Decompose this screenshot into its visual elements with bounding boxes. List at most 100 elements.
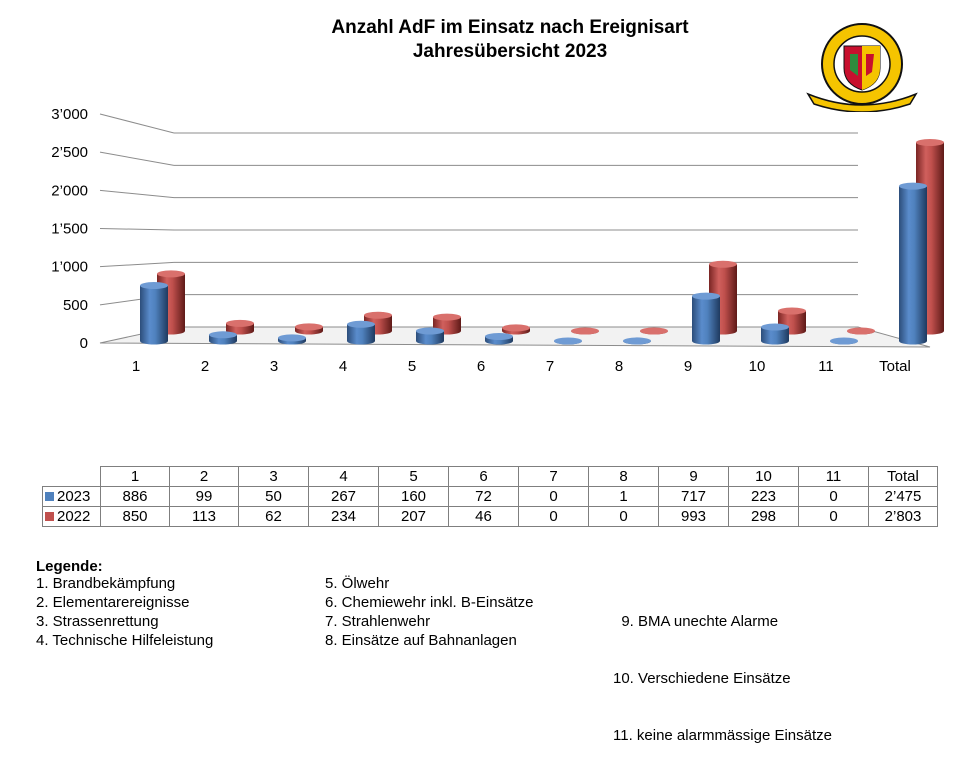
legend-item: 8. Einsätze auf Bahnanlagen	[325, 632, 517, 649]
bar-2023-10-cap	[761, 323, 789, 331]
x-tick-label: 9	[684, 358, 692, 375]
gridline-diagonal	[99, 151, 175, 166]
bar-2023-6-cap	[485, 332, 513, 340]
bar-2022-6	[502, 324, 530, 335]
bar-2023-11-cap	[830, 337, 858, 345]
gridline-diagonal	[99, 113, 175, 134]
x-tick-label: 1	[132, 358, 140, 375]
table-cell: 72	[448, 486, 519, 507]
table-cell: 717	[658, 486, 729, 507]
table-cell: 223	[728, 486, 799, 507]
bar-2022-3	[295, 323, 323, 335]
table-header-cell: 3	[238, 466, 309, 487]
table-cell: 50	[238, 486, 309, 507]
bar-2022-5-cap	[433, 313, 461, 321]
bar-2023-9-cap	[692, 292, 720, 300]
bar-2023-4-cap	[347, 320, 375, 328]
x-tick-label: 8	[615, 358, 623, 375]
table-cell: 0	[588, 506, 659, 527]
table-cell: 99	[169, 486, 239, 507]
table-cell: 993	[658, 506, 729, 527]
table-header-cell: Total	[868, 466, 938, 487]
bar-2023-11	[830, 337, 858, 345]
legend-item: 3. Strassenrettung	[36, 613, 159, 630]
table-header-cell: 2	[169, 466, 239, 487]
y-tick-label: 1’000	[51, 259, 88, 276]
series-label-2022: 2022	[42, 506, 101, 527]
bar-2023-5-body	[416, 330, 444, 345]
legend-item: 1. Brandbekämpfung	[36, 575, 176, 592]
bar-2022-11	[847, 327, 875, 335]
y-axis-labels: 0 500 1’000 1’500 2’000 2’500 3’000	[51, 106, 88, 352]
legend-item: 4. Technische Hilfeleistung	[36, 632, 214, 649]
bar-2023-1-cap	[140, 282, 168, 290]
table-cell: 2’803	[868, 506, 938, 527]
gridline-diagonal	[99, 228, 175, 231]
table-cell: 850	[100, 506, 170, 527]
table-cell: 267	[308, 486, 379, 507]
data-table: 1 2 3 4 5 6 7 8 9 10 11 Total 2023 886 9…	[42, 466, 938, 527]
bar-2023-5-cap	[416, 327, 444, 335]
y-tick-label: 0	[80, 335, 88, 352]
x-tick-label: 10	[749, 358, 766, 375]
bar-2023-9-body	[692, 296, 720, 345]
legend-item: 2. Elementarereignisse	[36, 594, 190, 611]
table-header-row: 1 2 3 4 5 6 7 8 9 10 11 Total	[43, 466, 938, 487]
table-cell: 46	[448, 506, 519, 527]
x-tick-label: 5	[408, 358, 416, 375]
bar-2022-6-cap	[502, 324, 530, 332]
legend: Legende: 1. Brandbekämpfung 2. Elementar…	[36, 557, 832, 744]
bar-2023-Total-cap	[899, 182, 927, 190]
legend-swatch-2023	[45, 492, 54, 501]
series-name-2022: 2022	[57, 508, 91, 525]
series-label-2023: 2023	[42, 486, 101, 507]
title-line-1: Anzahl AdF im Einsatz nach Ereignisart	[331, 17, 689, 38]
bar-2022-Total-cap	[916, 138, 944, 146]
legend-column-3: 9. BMA unechte Alarme 10. Verschiedene E…	[613, 574, 832, 783]
bar-2023-Total	[899, 182, 927, 345]
legend-item: 10. Verschiedene Einsätze	[613, 670, 791, 687]
y-tick-label: 2’000	[51, 182, 88, 199]
table-header-cell: 10	[728, 466, 799, 487]
bar-2022-2	[226, 319, 254, 335]
bars	[140, 138, 944, 345]
table-corner	[43, 467, 101, 487]
table-cell: 62	[238, 506, 309, 527]
bar-2022-3-cap	[295, 323, 323, 331]
bar-2023-6	[485, 332, 513, 345]
table-header-cell: 1	[100, 466, 170, 487]
bar-2023-7-cap	[554, 337, 582, 345]
gridline-diagonal	[99, 189, 175, 199]
table-cell: 234	[308, 506, 379, 527]
table-header-cell: 7	[518, 466, 589, 487]
bar-2023-10	[761, 323, 789, 345]
legend-title: Legende:	[36, 558, 103, 575]
table-cell: 160	[378, 486, 449, 507]
bar-2022-7	[571, 327, 599, 335]
bar-2023-1-body	[140, 285, 168, 345]
x-tick-label: Total	[879, 358, 911, 375]
table-header-cell: 6	[448, 466, 519, 487]
bar-2022-10-cap	[778, 307, 806, 315]
legend-item: 9. BMA unechte Alarme	[613, 613, 779, 630]
legend-item: 5. Ölwehr	[325, 575, 390, 592]
x-tick-label: 11	[818, 358, 834, 375]
bar-2023-3	[278, 334, 306, 345]
bar-2022-2-cap	[226, 319, 254, 327]
table-row-2022: 2022 850 113 62 234 207 46 0 0 993 298 0…	[42, 506, 938, 527]
y-tick-label: 2’500	[51, 144, 88, 161]
bar-2023-9	[692, 292, 720, 345]
x-tick-label: 3	[270, 358, 278, 375]
table-header-cell: 4	[308, 466, 379, 487]
table-cell: 207	[378, 506, 449, 527]
bar-2023-4-body	[347, 324, 375, 345]
y-tick-label: 3’000	[51, 106, 88, 123]
x-tick-label: 7	[546, 358, 554, 375]
table-header-cell: 5	[378, 466, 449, 487]
x-tick-label: 6	[477, 358, 485, 375]
table-row-2023: 2023 886 99 50 267 160 72 0 1 717 223 0 …	[42, 486, 938, 507]
table-cell: 1	[588, 486, 659, 507]
gridline-diagonal	[99, 261, 175, 268]
legend-item: 7. Strahlenwehr	[325, 613, 431, 630]
